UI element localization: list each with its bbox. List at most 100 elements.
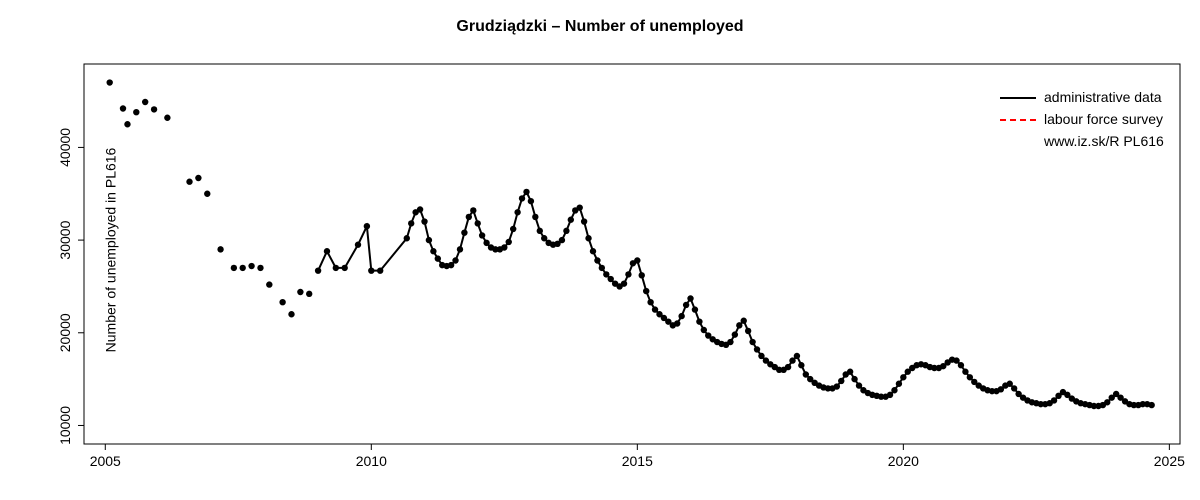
data-point	[257, 265, 263, 271]
data-point	[1051, 397, 1057, 403]
legend-item: labour force survey	[1000, 108, 1164, 130]
data-point	[288, 311, 294, 317]
data-point	[900, 374, 906, 380]
data-point	[590, 248, 596, 254]
data-point	[727, 339, 733, 345]
data-point	[306, 291, 312, 297]
data-point	[803, 371, 809, 377]
data-point	[621, 280, 627, 286]
data-point	[794, 353, 800, 359]
data-point	[106, 79, 112, 85]
data-point	[599, 265, 605, 271]
data-point	[785, 364, 791, 370]
data-point	[958, 362, 964, 368]
data-point	[625, 271, 631, 277]
data-point	[151, 106, 157, 112]
data-point	[404, 235, 410, 241]
data-point	[279, 299, 285, 305]
data-point	[652, 306, 658, 312]
data-point	[749, 339, 755, 345]
data-point	[231, 265, 237, 271]
data-point	[896, 381, 902, 387]
data-point	[701, 327, 707, 333]
data-point	[506, 239, 512, 245]
y-tick-label: 30000	[57, 220, 73, 259]
data-point	[448, 262, 454, 268]
data-point	[674, 320, 680, 326]
legend-swatch	[1000, 108, 1036, 130]
data-point	[953, 357, 959, 363]
data-point	[1011, 385, 1017, 391]
data-point	[297, 289, 303, 295]
data-point	[510, 226, 516, 232]
data-point	[758, 353, 764, 359]
data-point	[377, 267, 383, 273]
x-tick-label: 2015	[622, 453, 653, 469]
data-point	[430, 248, 436, 254]
data-point	[678, 313, 684, 319]
data-point	[851, 376, 857, 382]
data-point	[568, 217, 574, 223]
data-point	[195, 175, 201, 181]
data-point	[417, 206, 423, 212]
data-point	[364, 223, 370, 229]
data-point	[537, 228, 543, 234]
data-point	[248, 263, 254, 269]
data-point	[559, 237, 565, 243]
data-point	[240, 265, 246, 271]
chart-container: Grudziądzki – Number of unemployed Numbe…	[0, 0, 1200, 500]
legend-label: administrative data	[1044, 89, 1162, 105]
data-point	[608, 276, 614, 282]
data-point	[967, 374, 973, 380]
data-point	[483, 240, 489, 246]
data-point	[266, 281, 272, 287]
data-point	[519, 195, 525, 201]
data-point	[466, 214, 472, 220]
data-point	[736, 322, 742, 328]
data-point	[324, 248, 330, 254]
data-point	[120, 105, 126, 111]
data-point	[696, 318, 702, 324]
y-tick-label: 20000	[57, 313, 73, 352]
data-point	[891, 387, 897, 393]
data-point	[457, 246, 463, 252]
x-tick-label: 2005	[90, 453, 121, 469]
data-point	[479, 232, 485, 238]
data-point	[687, 295, 693, 301]
legend: administrative datalabour force surveyww…	[1000, 86, 1164, 152]
data-point	[514, 209, 520, 215]
data-point	[683, 302, 689, 308]
data-point	[452, 257, 458, 263]
data-point	[528, 198, 534, 204]
data-point	[204, 191, 210, 197]
data-point	[887, 392, 893, 398]
data-point	[594, 257, 600, 263]
data-point	[426, 237, 432, 243]
data-point	[421, 218, 427, 224]
data-point	[585, 235, 591, 241]
data-point	[798, 362, 804, 368]
legend-swatch	[1000, 86, 1036, 108]
data-point	[1148, 402, 1154, 408]
legend-label: labour force survey	[1044, 111, 1163, 127]
data-point	[355, 242, 361, 248]
data-point	[789, 357, 795, 363]
x-tick-label: 2010	[356, 453, 387, 469]
y-tick-label: 10000	[57, 406, 73, 445]
data-point	[754, 346, 760, 352]
data-point	[341, 265, 347, 271]
data-point	[581, 218, 587, 224]
data-point	[647, 299, 653, 305]
legend-item: administrative data	[1000, 86, 1164, 108]
data-point	[315, 267, 321, 273]
data-point	[741, 318, 747, 324]
data-point	[408, 220, 414, 226]
data-point	[333, 265, 339, 271]
data-point	[186, 179, 192, 185]
data-point	[142, 99, 148, 105]
data-point	[217, 246, 223, 252]
data-point	[475, 220, 481, 226]
data-point	[634, 257, 640, 263]
data-point	[501, 244, 507, 250]
data-point	[692, 306, 698, 312]
